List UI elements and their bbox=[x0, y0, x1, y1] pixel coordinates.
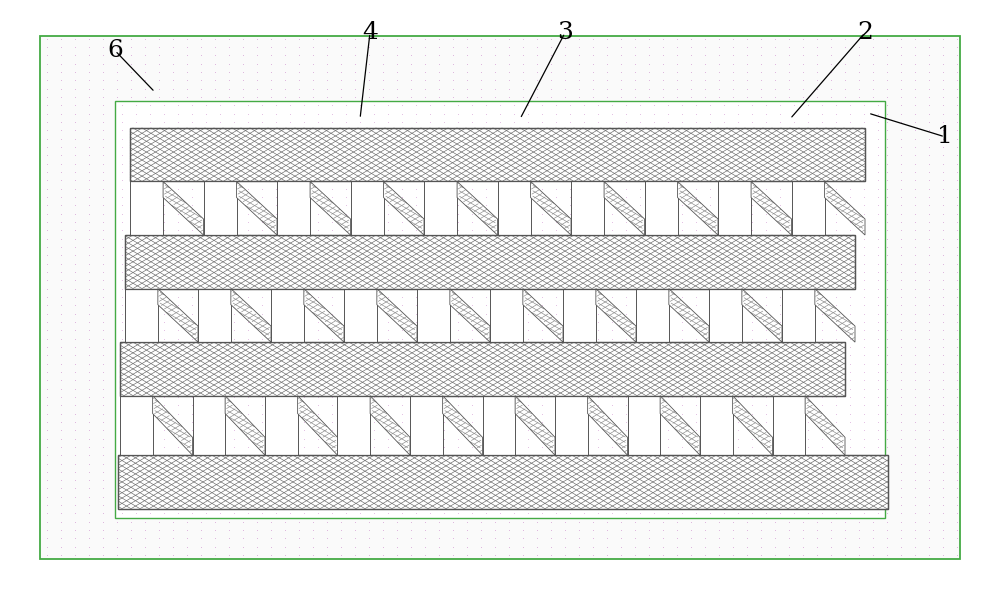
Bar bbox=[482, 396, 515, 455]
Polygon shape bbox=[304, 289, 344, 342]
Polygon shape bbox=[515, 396, 555, 455]
Polygon shape bbox=[678, 181, 718, 235]
Text: 2: 2 bbox=[857, 21, 873, 44]
Bar bbox=[125, 289, 158, 342]
Bar bbox=[563, 289, 596, 342]
Polygon shape bbox=[443, 396, 482, 455]
Polygon shape bbox=[742, 289, 782, 342]
Bar bbox=[120, 396, 153, 455]
Bar bbox=[709, 289, 742, 342]
Bar bbox=[555, 396, 588, 455]
Bar bbox=[118, 455, 888, 509]
Bar bbox=[120, 342, 845, 396]
Polygon shape bbox=[805, 396, 845, 455]
Bar bbox=[337, 396, 370, 455]
Polygon shape bbox=[815, 289, 855, 342]
Polygon shape bbox=[825, 181, 865, 235]
Bar bbox=[700, 396, 733, 455]
Polygon shape bbox=[596, 289, 636, 342]
Polygon shape bbox=[523, 289, 563, 342]
Polygon shape bbox=[158, 289, 198, 342]
Polygon shape bbox=[457, 181, 498, 235]
Text: 1: 1 bbox=[937, 126, 953, 148]
Bar bbox=[644, 181, 678, 235]
Polygon shape bbox=[669, 289, 709, 342]
Bar bbox=[424, 181, 457, 235]
Bar bbox=[498, 181, 531, 235]
Polygon shape bbox=[298, 396, 338, 455]
Text: 3: 3 bbox=[557, 21, 573, 44]
Polygon shape bbox=[310, 181, 351, 235]
Bar bbox=[628, 396, 660, 455]
Polygon shape bbox=[384, 181, 424, 235]
Bar bbox=[571, 181, 604, 235]
Bar bbox=[490, 289, 523, 342]
Bar bbox=[120, 342, 845, 396]
Text: 6: 6 bbox=[107, 39, 123, 62]
Bar bbox=[192, 396, 225, 455]
Bar bbox=[130, 128, 865, 181]
Polygon shape bbox=[733, 396, 772, 455]
Polygon shape bbox=[660, 396, 700, 455]
Bar bbox=[351, 181, 384, 235]
Bar bbox=[130, 128, 865, 181]
Bar bbox=[204, 181, 237, 235]
Polygon shape bbox=[604, 181, 644, 235]
Polygon shape bbox=[751, 181, 792, 235]
Bar bbox=[198, 289, 231, 342]
Polygon shape bbox=[377, 289, 417, 342]
Bar bbox=[265, 396, 298, 455]
Polygon shape bbox=[588, 396, 628, 455]
Polygon shape bbox=[153, 396, 192, 455]
Polygon shape bbox=[370, 396, 410, 455]
Bar bbox=[417, 289, 450, 342]
Bar bbox=[125, 235, 855, 289]
Bar bbox=[718, 181, 751, 235]
Bar bbox=[115, 101, 885, 518]
Bar bbox=[271, 289, 304, 342]
Bar bbox=[636, 289, 669, 342]
Polygon shape bbox=[237, 181, 277, 235]
Bar bbox=[118, 455, 888, 509]
Bar bbox=[130, 181, 163, 235]
Polygon shape bbox=[163, 181, 204, 235]
Polygon shape bbox=[450, 289, 490, 342]
Bar bbox=[772, 396, 805, 455]
Bar bbox=[344, 289, 377, 342]
Bar bbox=[782, 289, 815, 342]
Bar bbox=[125, 235, 855, 289]
Bar bbox=[792, 181, 825, 235]
Bar bbox=[410, 396, 443, 455]
Polygon shape bbox=[231, 289, 271, 342]
Bar bbox=[40, 36, 960, 559]
Text: 4: 4 bbox=[362, 21, 378, 44]
Bar bbox=[277, 181, 310, 235]
Polygon shape bbox=[225, 396, 265, 455]
Polygon shape bbox=[531, 181, 571, 235]
